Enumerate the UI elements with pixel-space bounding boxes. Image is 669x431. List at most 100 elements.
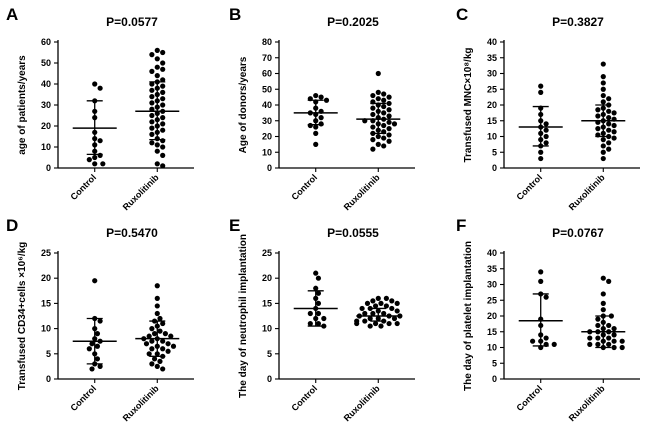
panel-d: D P=0.5470 0 5 10 15 20 25 Control Ruxolitinib Tra…: [6, 216, 194, 423]
data-point: [381, 91, 387, 97]
data-point: [160, 83, 166, 89]
panel-letter: F: [456, 216, 466, 235]
data-point: [315, 320, 322, 327]
data-point: [381, 143, 387, 149]
data-point: [160, 60, 166, 66]
data-point: [146, 333, 152, 339]
data-point: [149, 68, 155, 74]
data-point: [595, 126, 601, 132]
y-tick-label: 30: [487, 280, 497, 290]
y-axis-label: Age of donors/years: [238, 56, 249, 153]
data-point: [606, 127, 612, 133]
data-point: [318, 115, 324, 121]
data-point: [606, 140, 612, 146]
panel-letter: A: [6, 5, 18, 24]
data-point: [595, 322, 601, 329]
y-tick-label: 0: [492, 163, 497, 173]
data-point: [160, 138, 166, 144]
data-point: [383, 303, 389, 309]
data-point: [97, 138, 103, 144]
y-tick-label: 20: [41, 273, 51, 283]
data-point: [160, 66, 166, 72]
data-point: [160, 163, 166, 169]
p-value-title: P=0.0577: [106, 15, 158, 29]
data-point: [587, 335, 593, 341]
data-point: [315, 275, 322, 281]
data-point: [89, 366, 95, 372]
data-point: [595, 113, 601, 119]
y-tick-label: 10: [262, 147, 272, 157]
data-point: [359, 305, 365, 312]
data-point: [160, 338, 166, 344]
data-point: [154, 73, 160, 79]
data-point: [600, 92, 606, 99]
data-point: [606, 96, 612, 102]
data-point: [595, 107, 601, 113]
data-point: [165, 348, 171, 354]
data-point: [378, 300, 384, 306]
data-point: [551, 341, 557, 347]
p-value-title: P=0.2025: [327, 15, 379, 29]
y-tick-label: 40: [41, 79, 51, 89]
data-point: [149, 106, 155, 112]
data-point: [307, 310, 313, 317]
data-point: [367, 305, 373, 312]
data-point: [538, 89, 544, 95]
y-tick-label: 20: [262, 132, 272, 142]
data-point: [538, 83, 544, 89]
p-value-title: P=0.3827: [552, 15, 604, 29]
y-tick-label: 10: [262, 324, 272, 334]
data-point: [370, 124, 376, 130]
x-tick-label: Control: [68, 383, 98, 413]
data-point: [389, 298, 395, 304]
panel-b: B P=0.2025 0 10 20 30 40 50 60 70 80 Control Ruxolit…: [229, 5, 415, 212]
data-point: [381, 110, 387, 116]
data-point: [381, 122, 387, 129]
data-point: [381, 310, 387, 317]
data-point: [619, 344, 625, 351]
y-tick-label: 0: [46, 374, 51, 384]
data-point: [394, 300, 400, 306]
data-point: [92, 278, 98, 284]
data-point: [160, 127, 166, 133]
data-point: [315, 300, 322, 306]
data-point: [389, 305, 395, 312]
data-point: [606, 121, 612, 127]
x-tick-label: Ruxolitinib: [342, 172, 382, 212]
data-point: [611, 129, 617, 135]
data-point: [611, 344, 617, 351]
data-point: [160, 102, 166, 108]
data-point: [595, 316, 601, 322]
data-point: [362, 318, 368, 324]
y-tick-label: 40: [262, 100, 272, 110]
data-point: [97, 152, 103, 158]
data-point: [149, 131, 155, 137]
y-tick-label: 25: [41, 248, 51, 258]
data-point: [160, 89, 166, 95]
y-tick-label: 20: [487, 100, 497, 110]
data-point: [318, 94, 324, 100]
data-point: [370, 92, 376, 99]
panel-letter: D: [6, 216, 18, 235]
data-point: [94, 356, 101, 362]
data-point: [313, 141, 319, 147]
y-tick-label: 60: [41, 37, 51, 47]
data-point: [364, 300, 371, 306]
y-tick-label: 5: [267, 349, 272, 359]
data-point: [154, 142, 160, 148]
y-tick-label: 25: [487, 295, 497, 305]
data-point: [160, 346, 166, 352]
y-axis-label: The day of platelet implantation: [463, 241, 474, 391]
data-point: [606, 146, 612, 152]
data-point: [383, 295, 389, 301]
data-point: [600, 143, 606, 149]
data-point: [157, 328, 163, 334]
data-point: [367, 323, 373, 329]
data-point: [149, 346, 155, 352]
data-point: [160, 77, 166, 83]
data-point: [386, 100, 392, 107]
y-tick-label: 70: [262, 53, 272, 63]
data-point: [386, 126, 392, 132]
panel-c: C P=0.3827 0 5 10 15 20 25 30 35 40 Control Ruxoliti…: [456, 5, 640, 212]
